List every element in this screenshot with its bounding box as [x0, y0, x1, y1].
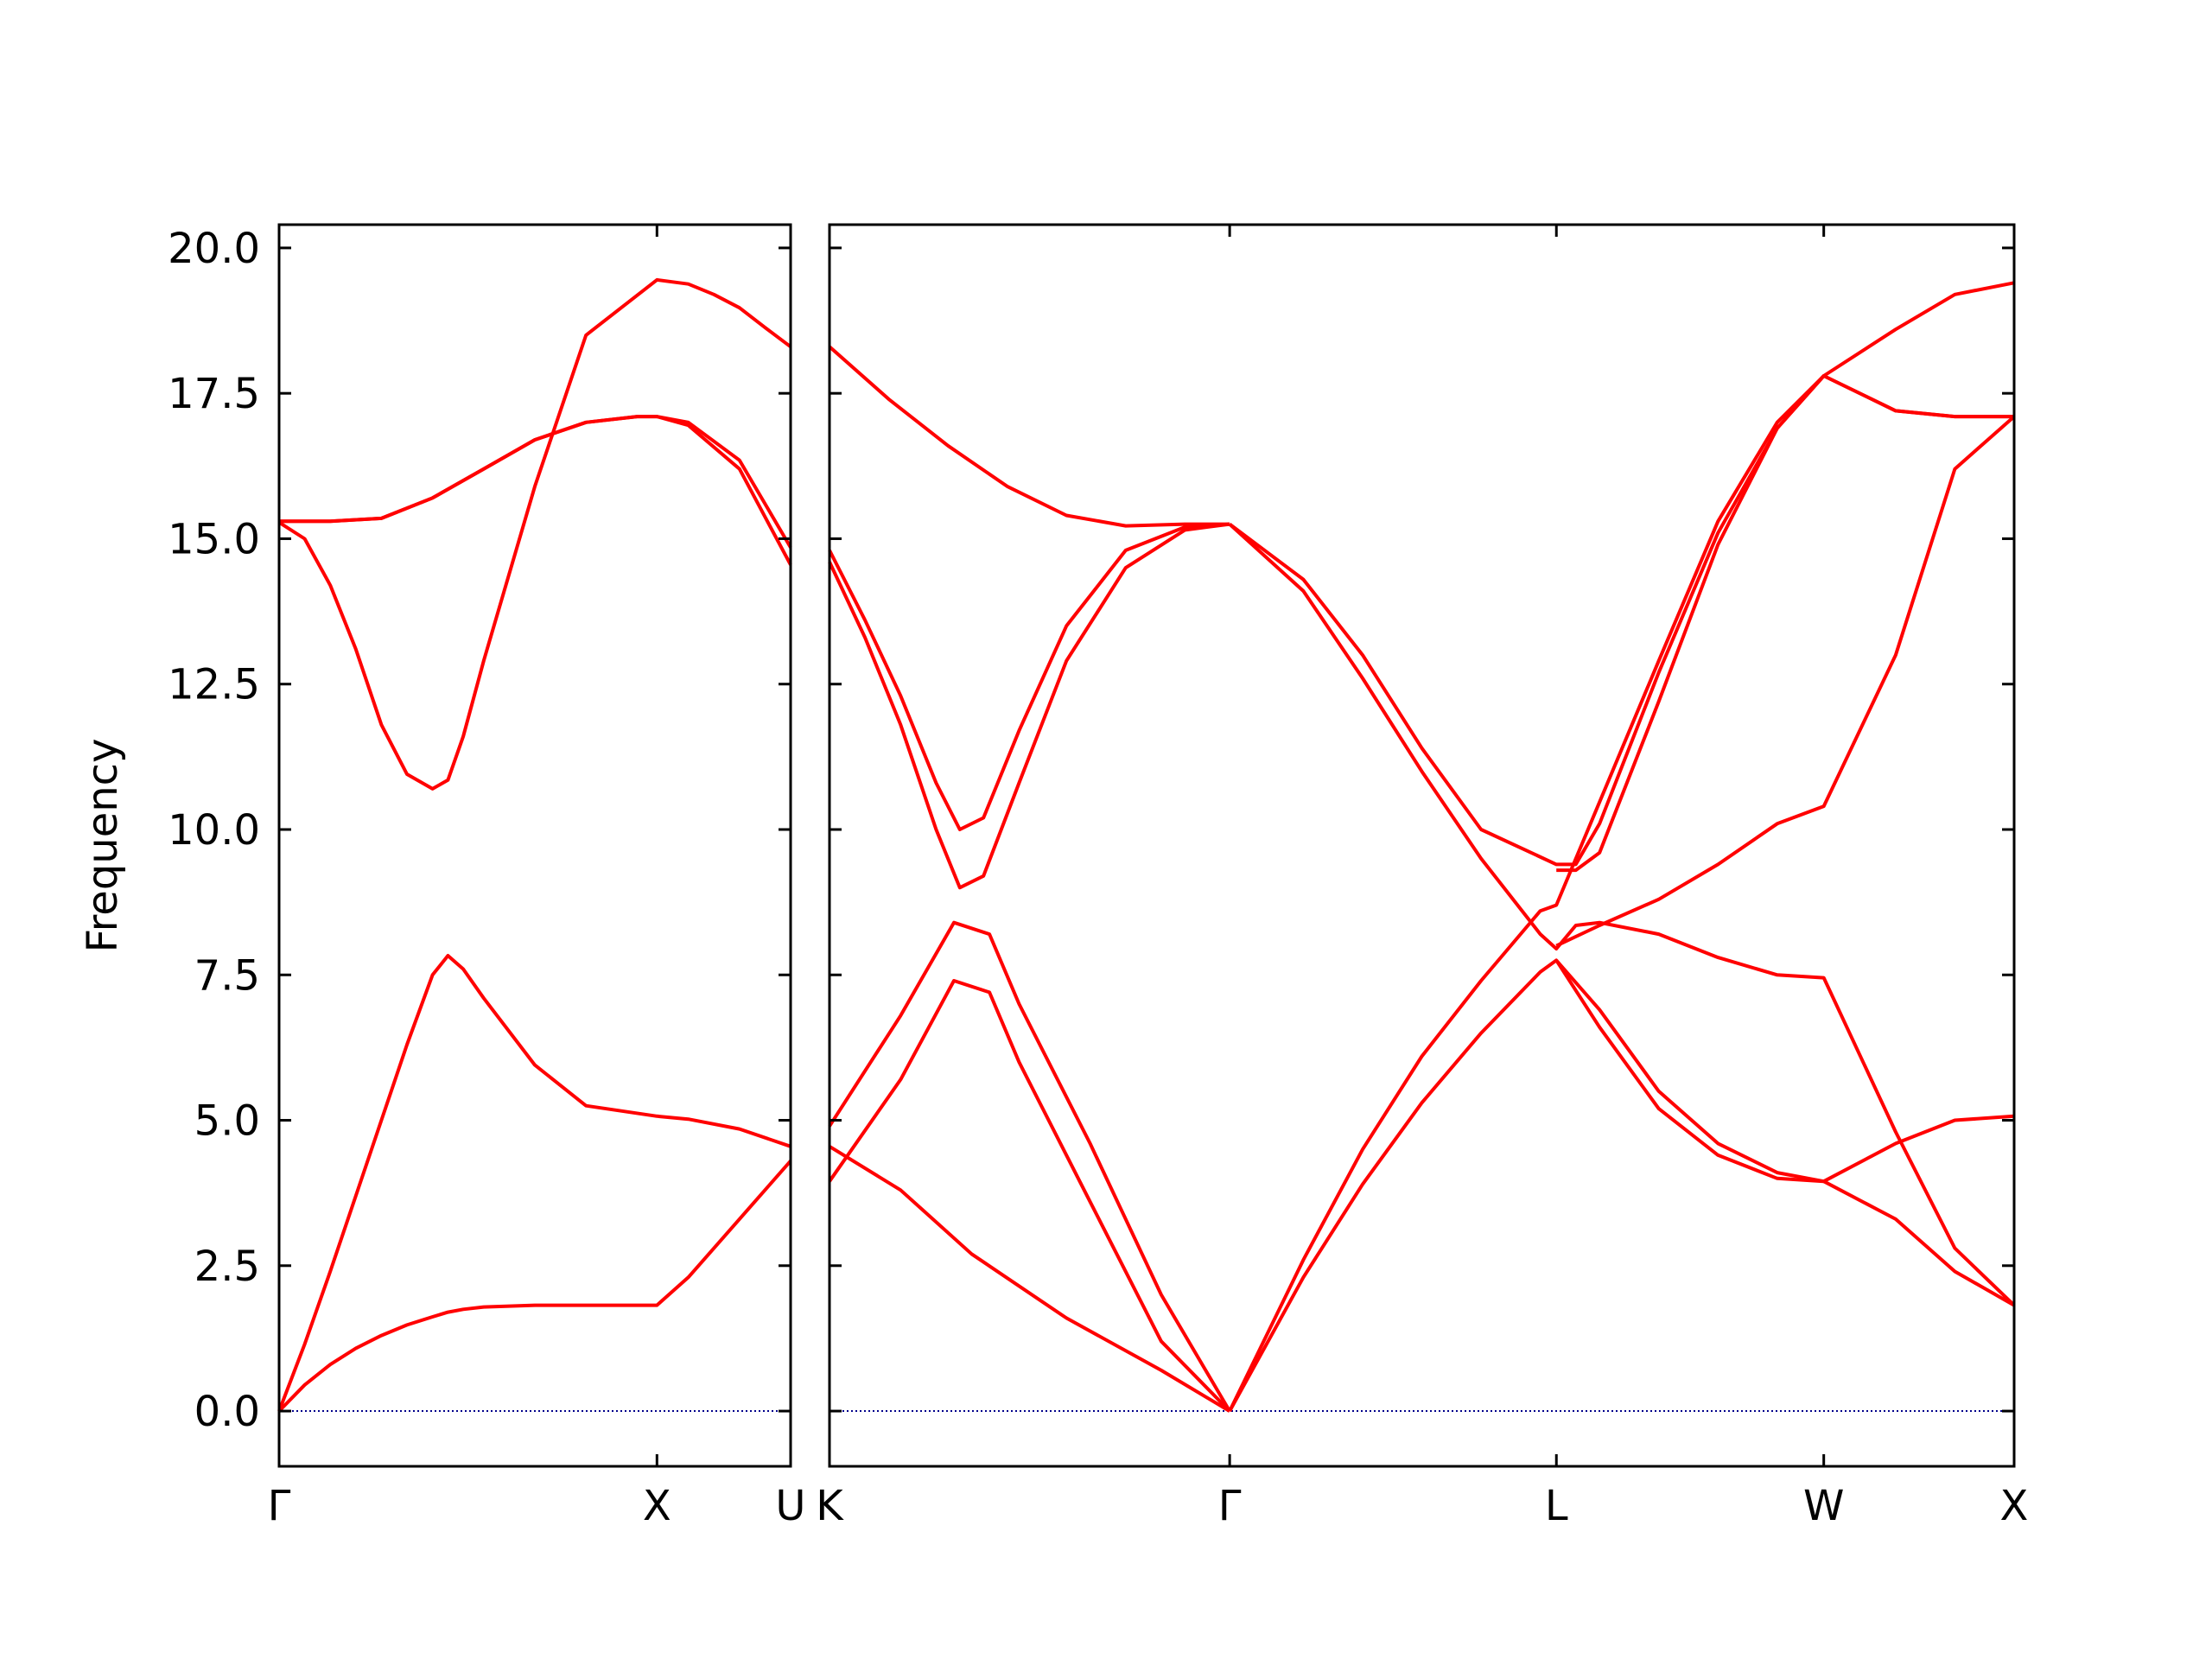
x-tick-label: K [816, 1482, 844, 1530]
band-line [1554, 959, 2015, 1184]
plot-frame [828, 223, 2016, 1468]
band-line [828, 522, 1230, 890]
band-line [277, 277, 792, 791]
y-axis-label: Frequency [79, 739, 127, 953]
band-line [277, 954, 791, 1412]
band-line [828, 1145, 1231, 1413]
x-tick-label: Γ [268, 1482, 291, 1530]
y-tick-label: 17.5 [168, 370, 260, 418]
plot-frame [277, 223, 792, 1468]
left-panel: 0.0 2.5 5.0 7.5 10.0 12.5 15.0 17.5 20.0 Γ X U [168, 223, 806, 1530]
band-line [828, 979, 1231, 1413]
x-tick-label: X [643, 1482, 671, 1530]
band-line [1228, 958, 2015, 1413]
x-tick-label: Γ [1218, 1482, 1242, 1530]
y-tick-label: 10.0 [168, 806, 260, 855]
y-tick-label: 20.0 [168, 225, 260, 273]
band-line [1555, 415, 2016, 948]
band-line [1556, 374, 2014, 873]
band-line [828, 920, 1231, 1413]
x-tick-label: U [775, 1482, 805, 1530]
x-tick-label: X [2000, 1482, 2029, 1530]
band-line [828, 522, 1230, 831]
y-tick-label: 12.5 [168, 661, 260, 709]
band-line [277, 1160, 792, 1413]
y-tick-label: 0.0 [194, 1388, 260, 1436]
band-line [1228, 523, 2016, 1307]
band-line [1228, 281, 2015, 1412]
x-tick-label: L [1545, 1482, 1568, 1530]
x-tick-label: W [1803, 1482, 1844, 1530]
y-tick-label: 5.0 [194, 1097, 260, 1146]
y-tick-label: 7.5 [194, 951, 260, 1000]
band-line [279, 415, 792, 549]
y-tick-label: 2.5 [194, 1243, 260, 1291]
y-tick-label: 15.0 [168, 515, 260, 563]
band-line [828, 345, 1230, 528]
